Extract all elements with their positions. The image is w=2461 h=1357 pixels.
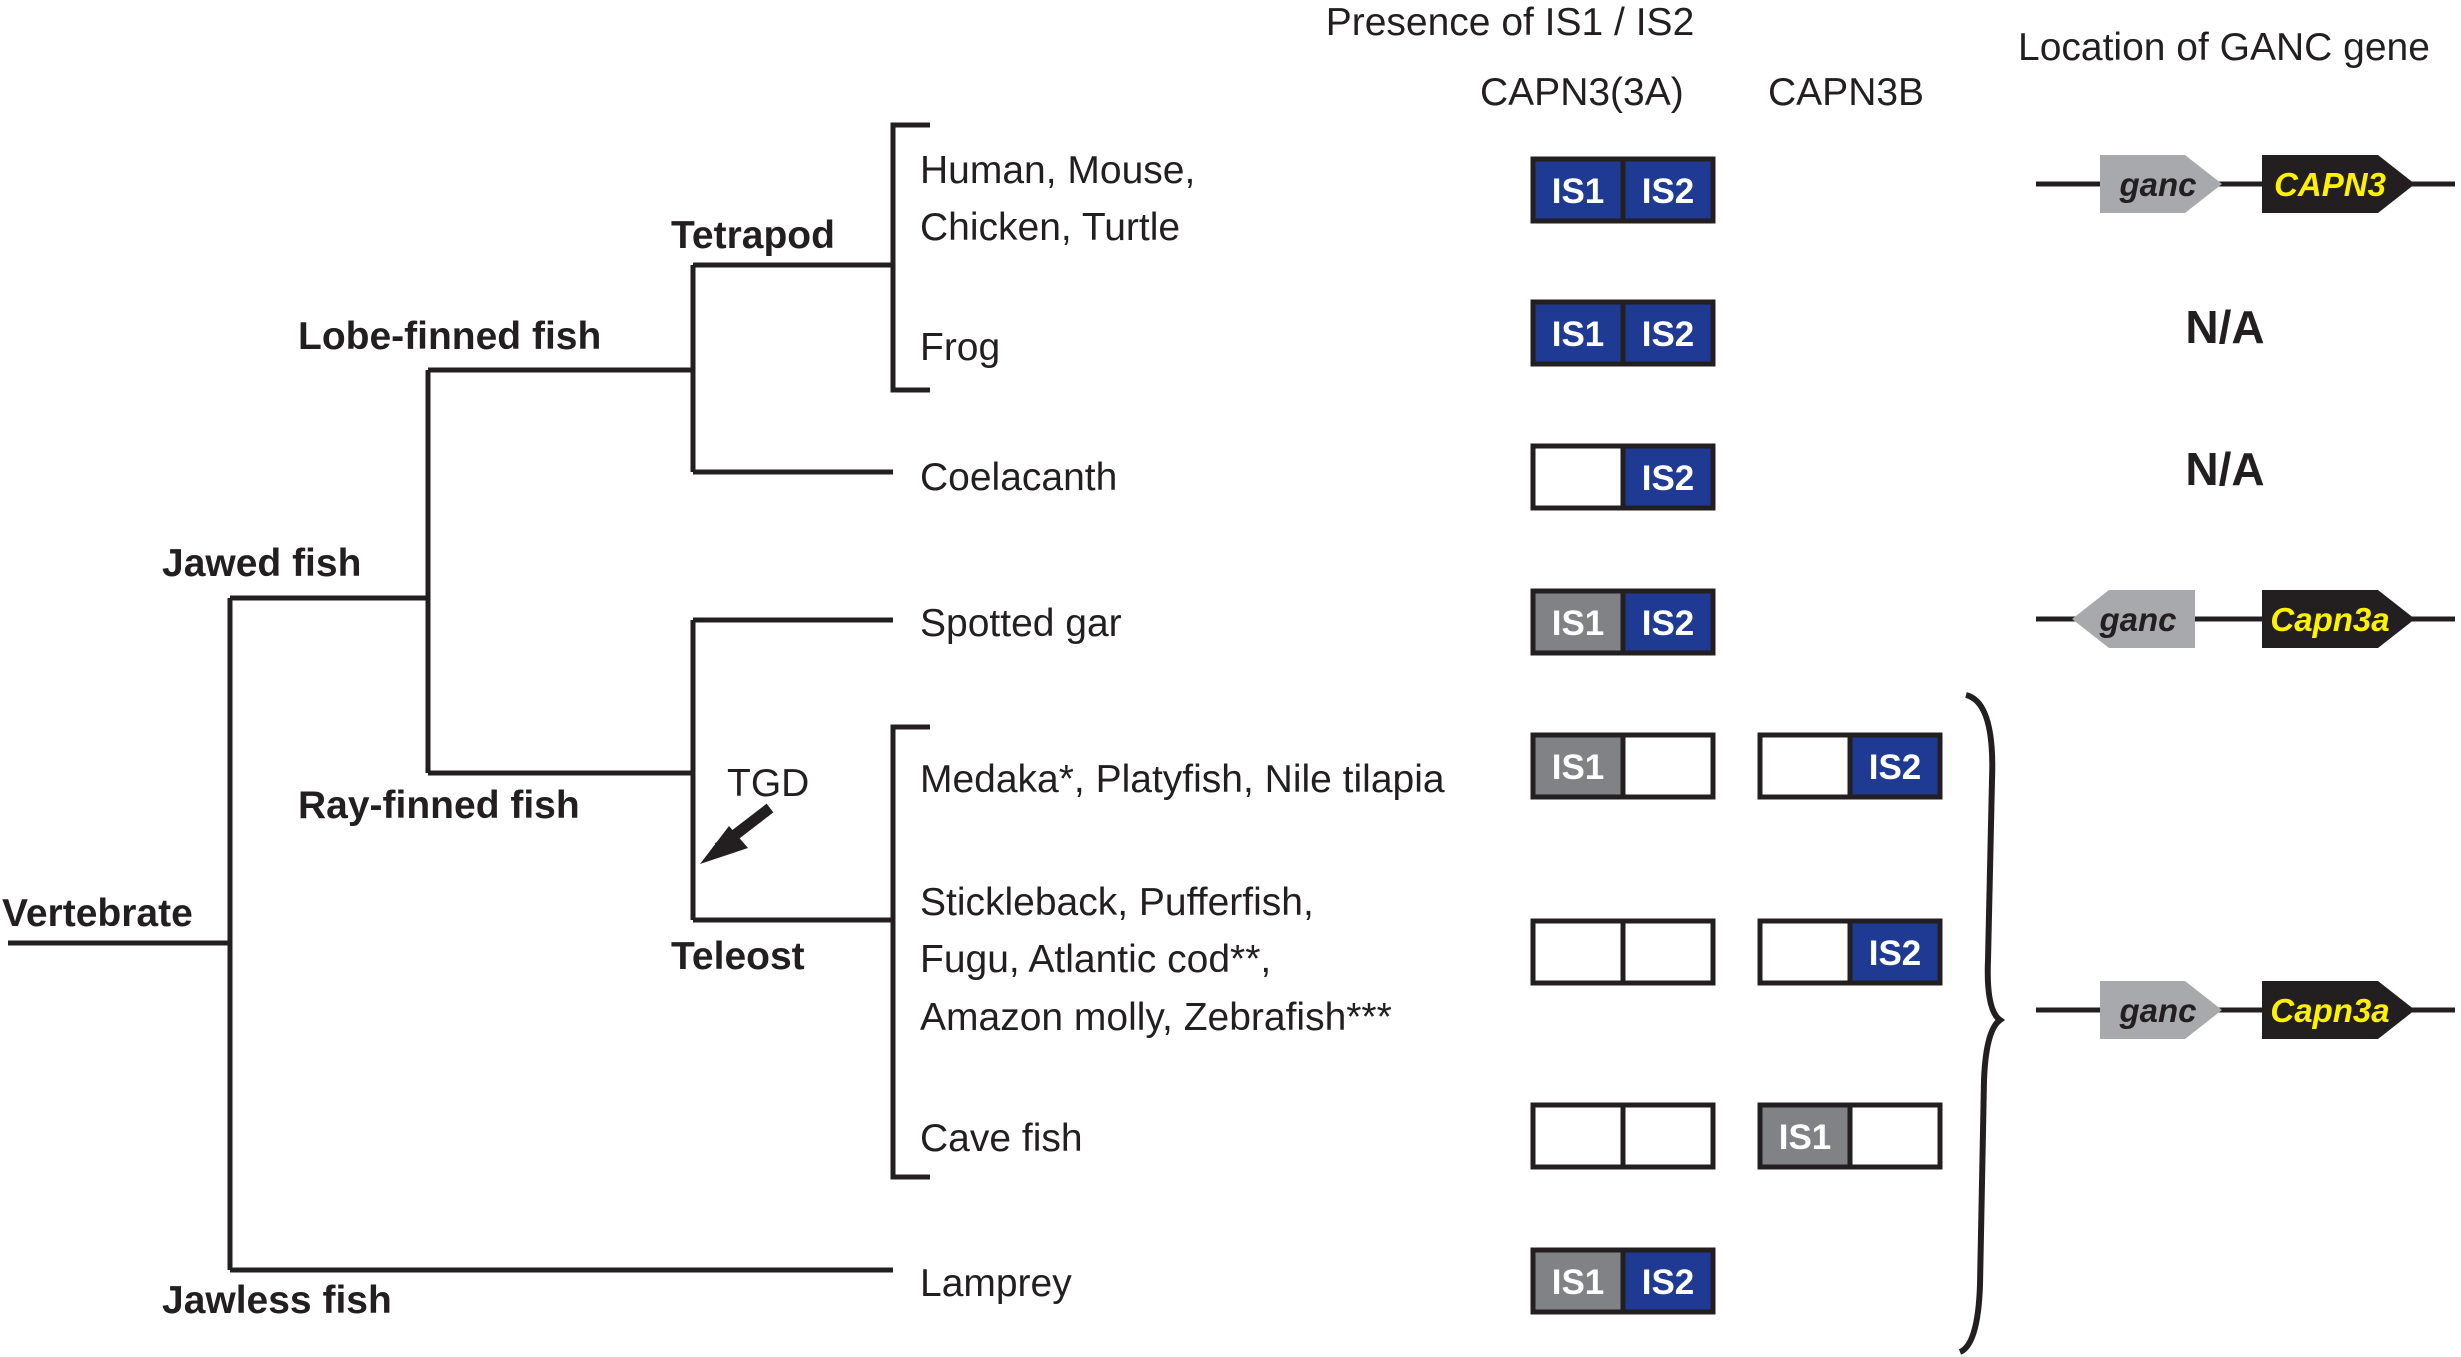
is1-label: IS1 bbox=[1552, 315, 1605, 354]
ganc-arrow-right bbox=[2100, 155, 2222, 213]
capn3a-label: Capn3a bbox=[2270, 601, 2389, 638]
ganc-label: ganc bbox=[2098, 601, 2176, 638]
is2-label: IS2 bbox=[1642, 1263, 1695, 1302]
header-capn3b: CAPN3B bbox=[1768, 71, 1924, 114]
is2-label: IS2 bbox=[1642, 459, 1695, 498]
capn3-arrow bbox=[2262, 155, 2415, 213]
is1-label: IS1 bbox=[1552, 172, 1605, 211]
species-cavefish: Cave fish bbox=[920, 1117, 1083, 1160]
presence-row-tetrapod-capn3a: IS1 IS2 bbox=[1530, 156, 1716, 224]
ganc-arrow-left bbox=[2072, 590, 2195, 648]
species-gar: Spotted gar bbox=[920, 602, 1122, 645]
ganc-label: ganc bbox=[2118, 166, 2196, 203]
tgd-arrow-head bbox=[700, 826, 748, 864]
species-human: Human, Mouse, bbox=[920, 149, 1195, 192]
bracket-tetrapod bbox=[890, 122, 930, 393]
location-gar: ganc Capn3a bbox=[2036, 590, 2455, 648]
teleost-lamprey-brace bbox=[1958, 692, 2006, 1355]
species-lamprey: Lamprey bbox=[920, 1262, 1072, 1305]
species-chicken: Chicken, Turtle bbox=[920, 206, 1180, 249]
is2-label: IS2 bbox=[1869, 934, 1922, 973]
presence-row-cavefish-capn3b: IS1 bbox=[1757, 1102, 1943, 1170]
presence-row-stickleback-capn3b: IS2 bbox=[1757, 918, 1943, 986]
is1-label: IS1 bbox=[1779, 1118, 1832, 1157]
species-stickleback: Stickleback, Pufferfish, bbox=[920, 881, 1314, 924]
label-tetrapod: Tetrapod bbox=[671, 214, 835, 257]
label-jawed: Jawed fish bbox=[162, 542, 361, 585]
label-lobe-finned: Lobe-finned fish bbox=[298, 315, 601, 358]
presence-row-coelacanth-capn3a: IS2 bbox=[1530, 443, 1716, 511]
ganc-label: ganc bbox=[2118, 992, 2196, 1029]
presence-row-stickleback-capn3a bbox=[1530, 918, 1716, 986]
is1-label: IS1 bbox=[1552, 1263, 1605, 1302]
capn3a-arrow bbox=[2262, 981, 2415, 1039]
header-capn3a: CAPN3(3A) bbox=[1480, 71, 1684, 114]
is2-label: IS2 bbox=[1642, 315, 1695, 354]
location-teleost-lamprey: ganc Capn3a bbox=[2036, 981, 2455, 1039]
species-coelacanth: Coelacanth bbox=[920, 456, 1117, 499]
is1-label: IS1 bbox=[1552, 604, 1605, 643]
is1-label: IS1 bbox=[1552, 748, 1605, 787]
ganc-arrow-right bbox=[2100, 981, 2222, 1039]
location-coelacanth-na: N/A bbox=[2185, 443, 2264, 495]
capn3a-arrow bbox=[2262, 590, 2415, 648]
capn3a-label: Capn3a bbox=[2270, 992, 2389, 1029]
location-tetrapod: ganc CAPN3 bbox=[2036, 155, 2455, 213]
tree-lines bbox=[8, 122, 930, 1273]
bracket-teleost bbox=[890, 724, 930, 1180]
label-ray-finned: Ray-finned fish bbox=[298, 784, 580, 827]
location-frog-na: N/A bbox=[2185, 301, 2264, 353]
species-frog: Frog bbox=[920, 326, 1000, 369]
header-presence: Presence of IS1 / IS2 bbox=[1326, 1, 1695, 44]
capn3-label: CAPN3 bbox=[2274, 166, 2386, 203]
presence-row-medaka-capn3a: IS1 bbox=[1530, 732, 1716, 800]
label-teleost: Teleost bbox=[671, 935, 805, 978]
label-vertebrate: Vertebrate bbox=[2, 892, 193, 935]
is2-label: IS2 bbox=[1869, 748, 1922, 787]
is2-label: IS2 bbox=[1642, 172, 1695, 211]
presence-row-lamprey-capn3a: IS1 IS2 bbox=[1530, 1247, 1716, 1315]
species-fugu: Fugu, Atlantic cod**, bbox=[920, 938, 1271, 981]
presence-row-gar-capn3a: IS1 IS2 bbox=[1530, 588, 1716, 656]
label-jawless: Jawless fish bbox=[162, 1279, 392, 1322]
is2-label: IS2 bbox=[1642, 604, 1695, 643]
presence-row-frog-capn3a: IS1 IS2 bbox=[1530, 299, 1716, 367]
species-medaka: Medaka*, Platyfish, Nile tilapia bbox=[920, 758, 1445, 801]
species-zebrafish: Amazon molly, Zebrafish*** bbox=[920, 996, 1392, 1039]
presence-row-cavefish-capn3a bbox=[1530, 1102, 1716, 1170]
header-location: Location of GANC gene bbox=[2018, 26, 2430, 69]
presence-row-medaka-capn3b: IS2 bbox=[1757, 732, 1943, 800]
label-tgd: TGD bbox=[727, 762, 809, 805]
